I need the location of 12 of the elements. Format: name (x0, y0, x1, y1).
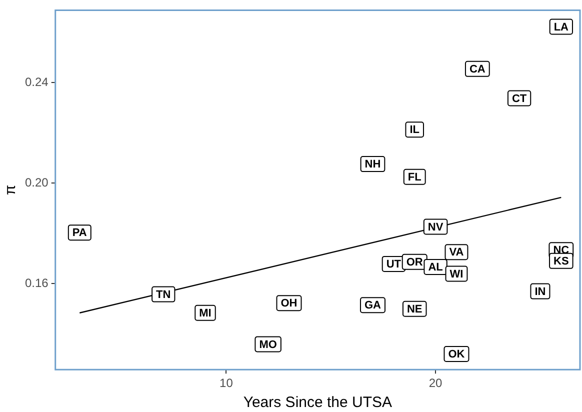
y-tick-label: 0.20 (24, 175, 49, 190)
x-tick-label: 20 (428, 376, 443, 390)
data-label: MI (199, 307, 212, 320)
data-label: WI (450, 268, 464, 280)
data-label: IL (410, 124, 420, 136)
x-tick-label: 10 (220, 376, 234, 390)
x-axis-title: Years Since the UTSA (243, 394, 392, 412)
y-tick-label: 0.16 (24, 276, 49, 290)
data-label: IN (534, 286, 546, 298)
y-tick-label: 0.24 (24, 75, 49, 90)
data-label: FL (408, 171, 422, 184)
y-axis-title: π (2, 184, 20, 196)
